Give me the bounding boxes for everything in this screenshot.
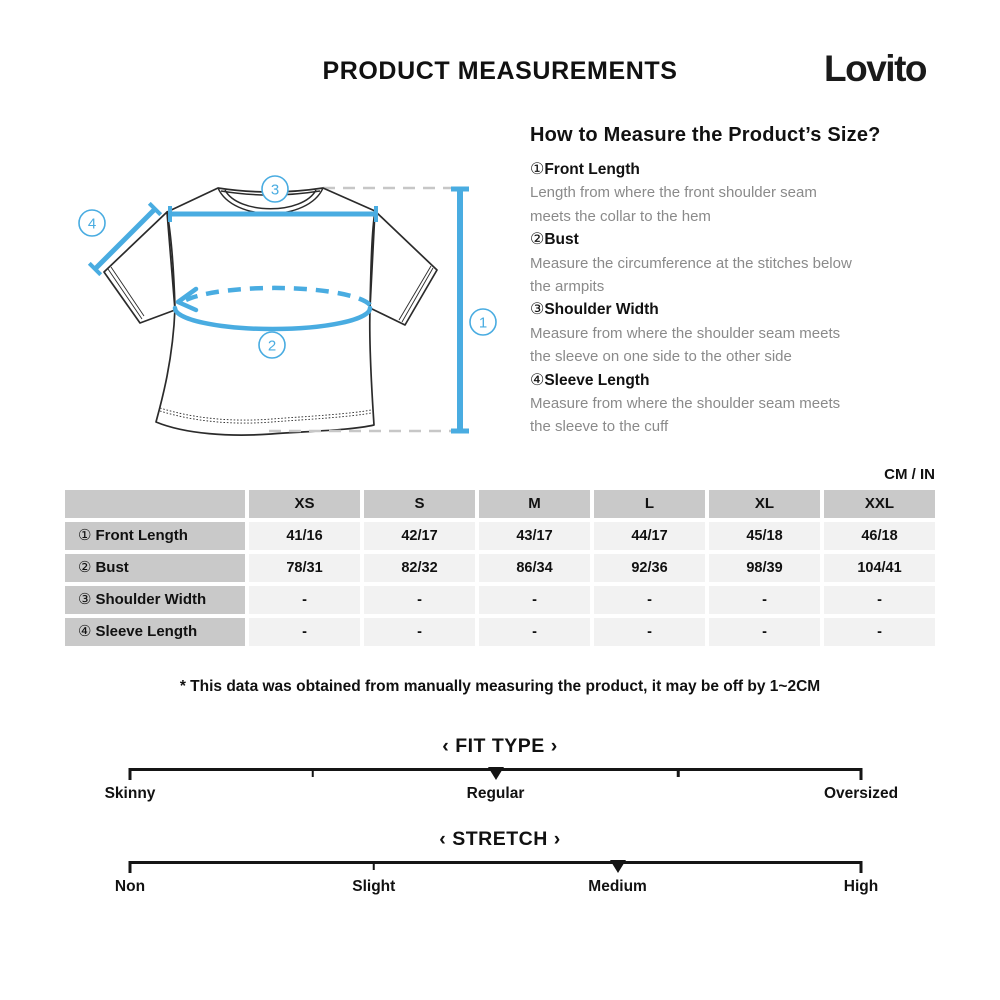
table-value: - — [594, 586, 705, 614]
shirt-body — [155, 187, 376, 436]
stretch-scale: Non Slight Medium High — [115, 860, 878, 901]
brand-logo: Lovito — [824, 48, 927, 89]
item-number: ② — [530, 231, 545, 249]
bust-arrow-icon — [175, 286, 199, 313]
stretch-label-slight: Slight — [352, 878, 396, 895]
stretch-axis — [130, 861, 861, 864]
table-value: - — [709, 618, 820, 646]
table-value: 78/31 — [249, 554, 360, 582]
stretch-marker-icon — [609, 860, 626, 873]
scale-tick — [128, 861, 132, 873]
tshirt-outline — [103, 187, 438, 436]
measurement-annotations — [87, 186, 469, 434]
scale-tick — [859, 768, 863, 780]
table-value: 86/34 — [479, 554, 590, 582]
table-value: 104/41 — [824, 554, 935, 582]
measure-item-desc: Measure the circumference at the stitche… — [530, 254, 852, 296]
row-label: ③ Shoulder Width — [65, 586, 245, 614]
row-label: ② Bust — [65, 554, 245, 582]
measure-item-desc: Measure from where the shoulder seam mee… — [530, 324, 841, 366]
scale-tick — [859, 861, 863, 873]
fit-type-label-regular: Regular — [466, 785, 525, 802]
table-value: 98/39 — [709, 554, 820, 582]
table-value: - — [364, 618, 475, 646]
tshirt-measurement-diagram: 1 2 3 4 — [78, 175, 497, 436]
table-value: - — [594, 618, 705, 646]
fit-type-label-oversized: Oversized — [823, 785, 899, 802]
left-sleeve — [103, 211, 176, 324]
measure-item-title: ①Front Length — [530, 158, 942, 181]
how-to-measure-section: How to Measure the Product’s Size? ①Fron… — [530, 124, 942, 439]
scale-tick — [677, 768, 680, 777]
item-label: Front Length — [544, 161, 640, 178]
stitch-detail — [107, 265, 434, 424]
size-column-header: XL — [709, 490, 820, 518]
scale-tick — [311, 768, 314, 777]
measure-item-desc: Measure from where the shoulder seam mee… — [530, 395, 841, 436]
fit-type-marker-icon — [487, 767, 504, 780]
measurements-table: XS S M L XL XXL ① Front Length 41/16 42/1… — [65, 490, 935, 646]
table-value: 44/17 — [594, 522, 705, 550]
scale-tick — [372, 861, 376, 870]
stretch-label-medium: Medium — [588, 878, 647, 895]
table-value: 82/32 — [364, 554, 475, 582]
row-label: ④ Sleeve Length — [65, 618, 245, 646]
bust-ellipse-solid — [172, 305, 373, 332]
badge-shoulder-width: 3 — [271, 182, 279, 199]
item-number: ① — [530, 161, 545, 178]
page-title: PRODUCT MEASUREMENTS — [322, 57, 678, 85]
table-value: 46/18 — [824, 522, 935, 550]
table-value: 42/17 — [364, 522, 475, 550]
badge-sleeve-length: 4 — [88, 216, 96, 233]
table-value: - — [364, 586, 475, 614]
bust-ellipse-dashed — [185, 285, 372, 307]
measure-item-title: ④Sleeve Length — [530, 369, 942, 392]
fit-type-scale: Skinny Regular Oversized — [105, 767, 898, 808]
sleeve-length-line — [93, 207, 157, 271]
table-value: - — [479, 586, 590, 614]
table-value: - — [479, 618, 590, 646]
measure-item-title: ③Shoulder Width — [530, 298, 942, 321]
fit-type-label-skinny: Skinny — [104, 785, 156, 802]
stretch-label-non: Non — [114, 878, 146, 895]
table-value: - — [249, 586, 360, 614]
how-to-measure-heading: How to Measure the Product’s Size? — [530, 124, 881, 146]
table-value: - — [824, 618, 935, 646]
table-value: - — [249, 618, 360, 646]
measure-item-title: ②Bust — [530, 228, 942, 251]
stretch-title: ‹ STRETCH › — [439, 828, 561, 850]
size-column-header: S — [364, 490, 475, 518]
diagram-number-badges: 1 2 3 4 — [78, 175, 497, 359]
stretch-label-high: High — [843, 878, 879, 895]
size-column-header: L — [594, 490, 705, 518]
size-column-header: XS — [249, 490, 360, 518]
item-label: Bust — [544, 231, 579, 249]
units-label: CM / IN — [884, 466, 935, 483]
badge-bust: 2 — [268, 338, 276, 355]
item-number: ④ — [530, 371, 545, 389]
table-value: 43/17 — [479, 522, 590, 550]
item-label: Sleeve Length — [544, 371, 650, 389]
measurement-disclaimer: * This data was obtained from manually m… — [179, 678, 821, 695]
measure-item-desc: Length from where the front shoulder sea… — [530, 184, 817, 225]
row-label: ① Front Length — [65, 522, 245, 550]
table-value: 92/36 — [594, 554, 705, 582]
size-column-header: M — [479, 490, 590, 518]
table-value: 45/18 — [709, 522, 820, 550]
badge-front-length: 1 — [479, 315, 487, 332]
size-column-header: XXL — [824, 490, 935, 518]
table-corner-cell — [65, 490, 245, 518]
table-value: 41/16 — [249, 522, 360, 550]
scale-tick — [128, 768, 132, 780]
table-value: - — [824, 586, 935, 614]
fit-type-title: ‹ FIT TYPE › — [442, 735, 558, 757]
item-label: Shoulder Width — [544, 301, 659, 319]
right-sleeve — [369, 210, 438, 326]
table-value: - — [709, 586, 820, 614]
item-number: ③ — [530, 301, 545, 319]
